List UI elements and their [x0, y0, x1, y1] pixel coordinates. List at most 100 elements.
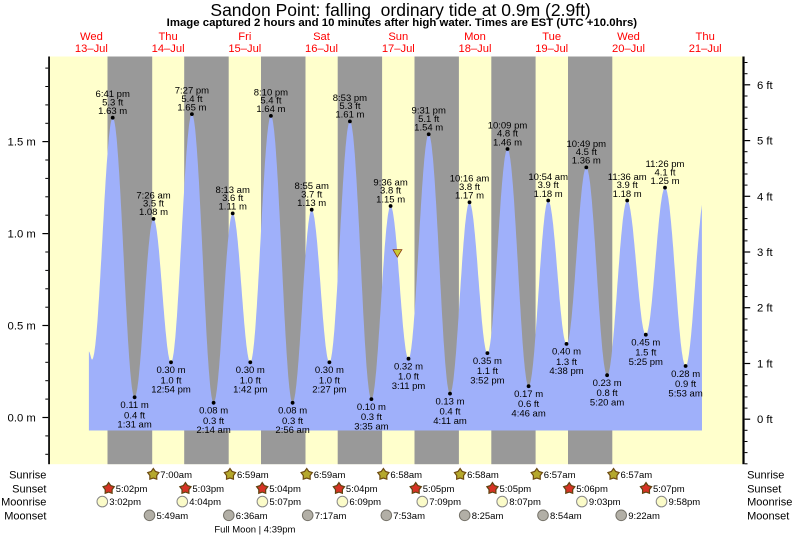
svg-text:11:26 pm: 11:26 pm: [646, 159, 685, 170]
svg-text:0.30 m: 0.30 m: [236, 365, 265, 376]
svg-text:3.8 ft: 3.8 ft: [459, 182, 480, 193]
svg-text:7:27 pm: 7:27 pm: [175, 86, 209, 97]
svg-text:1.1 ft: 1.1 ft: [477, 366, 498, 377]
svg-text:8:55 am: 8:55 am: [295, 181, 329, 192]
svg-text:Wed: Wed: [617, 31, 640, 43]
svg-text:4 ft: 4 ft: [757, 191, 774, 203]
svg-text:3.7 ft: 3.7 ft: [301, 189, 322, 200]
svg-text:4.1 ft: 4.1 ft: [654, 167, 675, 178]
svg-text:2 ft: 2 ft: [757, 303, 774, 315]
svg-text:0.35 m: 0.35 m: [473, 356, 502, 367]
svg-text:17–Jul: 17–Jul: [382, 43, 415, 55]
svg-text:5.3 ft: 5.3 ft: [102, 97, 123, 108]
svg-text:1.08 m: 1.08 m: [139, 207, 168, 218]
svg-text:Thu: Thu: [696, 31, 715, 43]
svg-text:3.5 ft: 3.5 ft: [143, 199, 164, 210]
svg-text:14–Jul: 14–Jul: [152, 43, 185, 55]
svg-text:0.32 m: 0.32 m: [394, 362, 423, 373]
svg-text:5:49am: 5:49am: [157, 511, 189, 522]
svg-text:Full Moon | 4:39pm: Full Moon | 4:39pm: [214, 525, 295, 536]
svg-text:0.40 m: 0.40 m: [552, 347, 581, 358]
svg-text:0.5 m: 0.5 m: [8, 321, 36, 333]
svg-text:0.3 ft: 0.3 ft: [361, 412, 382, 423]
svg-text:6:59am: 6:59am: [314, 470, 346, 481]
svg-text:1.5 m: 1.5 m: [8, 137, 36, 149]
svg-text:0.9 ft: 0.9 ft: [675, 379, 696, 390]
svg-text:1.13 m: 1.13 m: [297, 198, 326, 209]
svg-text:5 ft: 5 ft: [757, 136, 774, 148]
svg-text:5:03pm: 5:03pm: [192, 484, 224, 495]
svg-text:20–Jul: 20–Jul: [612, 43, 645, 55]
svg-text:10:54 am: 10:54 am: [528, 172, 568, 183]
svg-text:1.0 ft: 1.0 ft: [398, 372, 419, 383]
svg-text:0.23 m: 0.23 m: [593, 378, 622, 389]
svg-text:0.10 m: 0.10 m: [357, 402, 386, 413]
svg-text:5:20 am: 5:20 am: [590, 398, 624, 409]
svg-text:19–Jul: 19–Jul: [535, 43, 568, 55]
svg-text:Moonset: Moonset: [4, 510, 46, 522]
svg-text:10:16 am: 10:16 am: [450, 174, 490, 185]
svg-text:1.0 m: 1.0 m: [8, 229, 36, 241]
svg-text:0.4 ft: 0.4 ft: [124, 410, 145, 421]
svg-text:5.4 ft: 5.4 ft: [260, 96, 281, 107]
svg-text:Tue: Tue: [542, 31, 561, 43]
svg-text:1.36 m: 1.36 m: [572, 156, 601, 167]
svg-text:5:05pm: 5:05pm: [500, 484, 532, 495]
svg-text:3:02pm: 3:02pm: [109, 497, 141, 508]
svg-text:5:53 am: 5:53 am: [668, 388, 702, 399]
svg-text:0.17 m: 0.17 m: [514, 389, 543, 400]
svg-text:Sunrise: Sunrise: [9, 469, 46, 481]
svg-text:1 ft: 1 ft: [757, 359, 774, 371]
svg-text:1.18 m: 1.18 m: [613, 189, 642, 200]
svg-text:1.61 m: 1.61 m: [335, 110, 364, 121]
svg-text:0.30 m: 0.30 m: [315, 365, 344, 376]
svg-text:5:06pm: 5:06pm: [576, 484, 608, 495]
svg-text:3.6 ft: 3.6 ft: [222, 193, 243, 204]
svg-text:1.5 ft: 1.5 ft: [635, 348, 656, 359]
svg-text:1:42 pm: 1:42 pm: [233, 385, 267, 396]
svg-text:5:04pm: 5:04pm: [346, 484, 378, 495]
svg-text:Sunset: Sunset: [747, 484, 781, 496]
svg-text:5:07pm: 5:07pm: [653, 484, 685, 495]
svg-text:1.63 m: 1.63 m: [98, 106, 127, 117]
svg-text:5.4 ft: 5.4 ft: [181, 94, 202, 105]
svg-text:2:27 pm: 2:27 pm: [312, 385, 346, 396]
svg-text:0.0 m: 0.0 m: [8, 413, 36, 425]
svg-text:1.3 ft: 1.3 ft: [556, 357, 577, 368]
svg-text:12:54 pm: 12:54 pm: [151, 385, 191, 396]
svg-text:1.0 ft: 1.0 ft: [319, 375, 340, 386]
svg-text:Sat: Sat: [313, 31, 331, 43]
svg-text:8:53 pm: 8:53 pm: [333, 93, 367, 104]
svg-text:8:25am: 8:25am: [472, 511, 504, 522]
svg-text:6 ft: 6 ft: [757, 80, 774, 92]
svg-text:10:49 pm: 10:49 pm: [566, 139, 606, 150]
svg-text:0.45 m: 0.45 m: [631, 338, 660, 349]
svg-text:7:26 am: 7:26 am: [136, 190, 170, 201]
svg-text:0.30 m: 0.30 m: [156, 365, 185, 376]
svg-text:5:05pm: 5:05pm: [423, 484, 455, 495]
svg-text:1.11 m: 1.11 m: [219, 202, 247, 213]
svg-text:Image captured 2 hours and 10: Image captured 2 hours and 10 minutes af…: [167, 17, 638, 29]
svg-text:7:09pm: 7:09pm: [429, 497, 461, 508]
svg-text:1.64 m: 1.64 m: [256, 104, 285, 115]
svg-text:4:46 am: 4:46 am: [511, 409, 545, 420]
svg-text:11:36 am: 11:36 am: [608, 172, 647, 183]
svg-text:0.3 ft: 0.3 ft: [203, 416, 224, 427]
svg-text:6:58am: 6:58am: [390, 470, 422, 481]
svg-text:1.15 m: 1.15 m: [376, 194, 405, 205]
svg-text:3:35 am: 3:35 am: [354, 421, 388, 432]
svg-text:0.8 ft: 0.8 ft: [597, 388, 618, 399]
svg-text:1.0 ft: 1.0 ft: [240, 375, 261, 386]
svg-text:4:38 pm: 4:38 pm: [549, 366, 583, 377]
svg-text:7:53am: 7:53am: [393, 511, 425, 522]
svg-text:0.6 ft: 0.6 ft: [518, 399, 539, 410]
svg-text:0.4 ft: 0.4 ft: [439, 407, 460, 418]
svg-text:3 ft: 3 ft: [757, 247, 774, 259]
svg-text:Sun: Sun: [388, 31, 408, 43]
svg-text:1.0 ft: 1.0 ft: [160, 375, 181, 386]
svg-text:5.1 ft: 5.1 ft: [418, 114, 439, 125]
svg-text:3:52 pm: 3:52 pm: [470, 375, 504, 386]
svg-text:4.5 ft: 4.5 ft: [576, 147, 597, 158]
svg-text:1:31 am: 1:31 am: [117, 420, 151, 431]
svg-text:1.65 m: 1.65 m: [177, 102, 206, 113]
